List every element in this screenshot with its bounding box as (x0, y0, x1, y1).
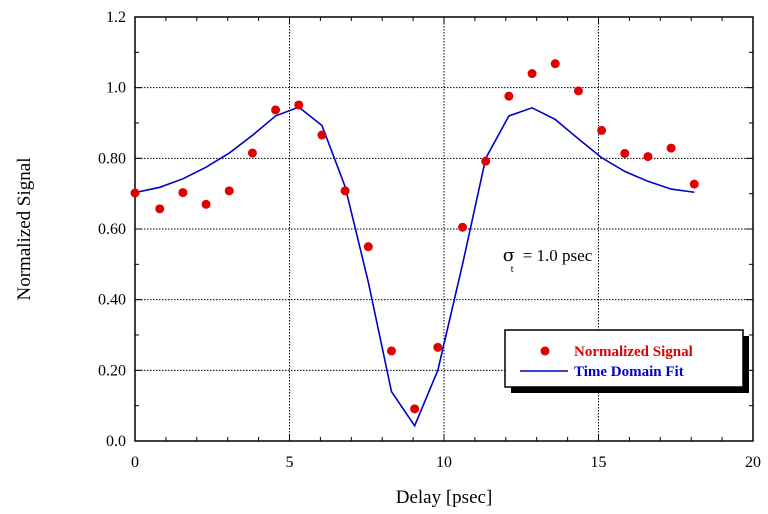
y-tick-label: 0.80 (98, 150, 126, 167)
legend-signal-label: Normalized Signal (574, 344, 693, 360)
signal-point (689, 179, 699, 189)
signal-point (573, 86, 583, 96)
x-tick-label: 5 (286, 454, 294, 471)
sigma-subscript: t (511, 264, 514, 275)
signal-point (340, 186, 350, 196)
plot-area-frame (134, 16, 754, 442)
signal-point (130, 188, 140, 198)
x-tick-label: 10 (436, 454, 452, 471)
signal-point (527, 69, 537, 79)
x-tick-label: 15 (591, 454, 607, 471)
signal-point (155, 204, 165, 214)
x-tick-labels: 0 5 10 15 20 (131, 454, 761, 471)
legend-box (504, 329, 744, 388)
signal-point (294, 100, 304, 110)
signal-point (317, 130, 327, 140)
gridlines (135, 17, 753, 441)
time-domain-fit-line (134, 106, 695, 428)
y-tick-label: 0.0 (106, 433, 126, 450)
signal-point (504, 91, 514, 101)
signal-point (481, 156, 491, 166)
y-axis-title: Normalized Signal (14, 158, 35, 301)
signal-point (643, 152, 653, 162)
y-tick-label: 1.0 (106, 80, 126, 97)
x-tick-label: 20 (745, 454, 761, 471)
signal-point (224, 186, 234, 196)
y-tick-labels: 0.0 0.20 0.40 0.60 0.80 1.0 1.2 (98, 9, 126, 450)
sigma-symbol: σ (503, 245, 515, 266)
y-tick-label: 0.60 (98, 221, 126, 238)
legend-signal-marker (540, 346, 550, 356)
y-tick-label: 0.40 (98, 292, 126, 309)
legend: Normalized Signal Time Domain Fit (504, 329, 749, 393)
signal-point (363, 242, 373, 252)
signal-point (433, 342, 443, 352)
sigma-annotation: σ t = 1.0 psec (503, 245, 593, 275)
signal-point (666, 143, 676, 153)
sigma-value-text: = 1.0 psec (523, 246, 593, 265)
signal-points-group (130, 59, 699, 414)
signal-point (550, 59, 560, 69)
signal-point (178, 188, 188, 198)
y-tick-label: 0.20 (98, 362, 126, 379)
signal-point (620, 148, 630, 158)
x-axis-title: Delay [psec] (396, 487, 493, 508)
signal-point (201, 199, 211, 209)
fit-line-group (134, 106, 695, 428)
signal-point (386, 346, 396, 356)
signal-point (271, 105, 281, 115)
y-tick-label: 1.2 (106, 9, 126, 26)
x-tick-label: 0 (131, 454, 139, 471)
signal-point (247, 148, 257, 158)
signal-point (410, 404, 420, 414)
legend-fit-label: Time Domain Fit (574, 364, 684, 380)
signal-point (458, 222, 468, 232)
signal-point (597, 125, 607, 135)
